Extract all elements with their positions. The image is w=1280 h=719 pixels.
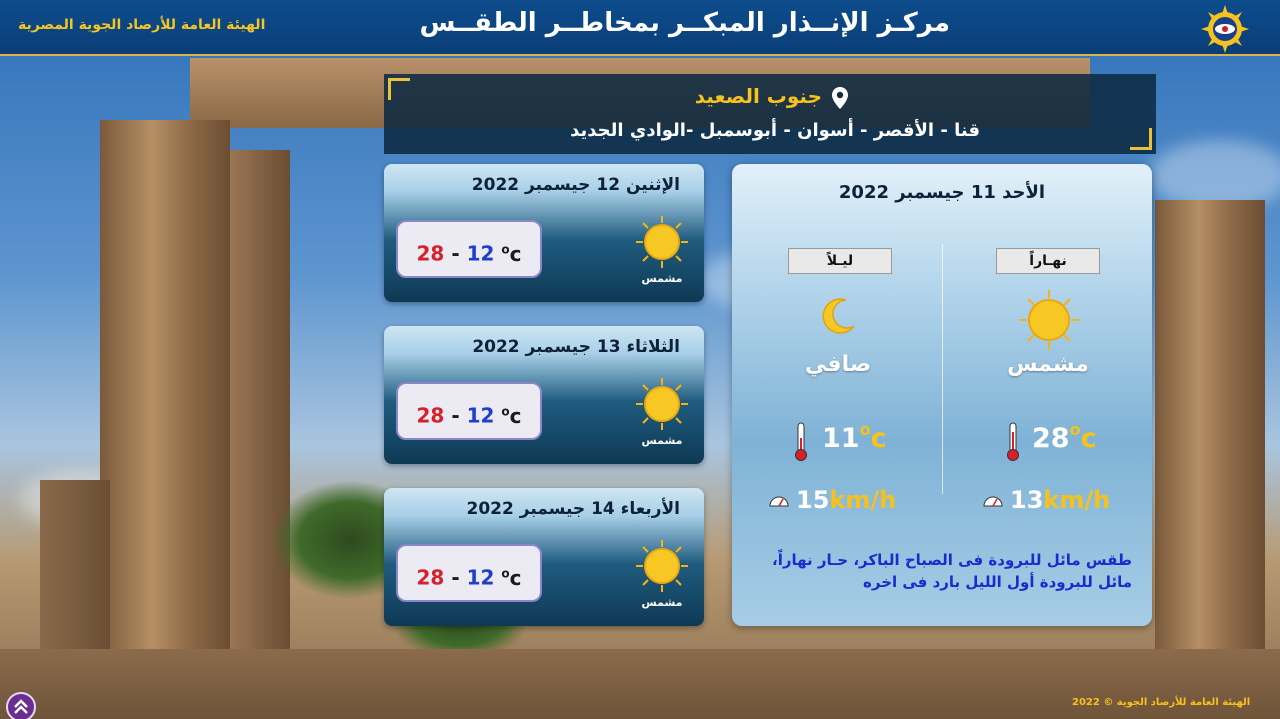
region-name: جنوب الصعيد xyxy=(694,84,822,108)
night-wind-speed: 15km/h xyxy=(796,486,897,514)
organization-name: الهيئة العامة للأرصاد الجوية المصرية xyxy=(18,17,266,33)
sky-condition: مشمس xyxy=(641,596,683,609)
forecast-date: الأربعاء 14 جيسمبر 2022 xyxy=(466,499,681,519)
sun-icon xyxy=(636,378,688,430)
forecast-card: الإثنين 12 جيسمبر 2022 28 - 12 oc مشمس xyxy=(384,164,704,302)
max-temp: 28 xyxy=(416,565,445,590)
temperature-range: 28 - 12 oc xyxy=(396,220,542,278)
nighttime-tag: ليـلاً xyxy=(788,248,892,274)
forecast-date: الإثنين 12 جيسمبر 2022 xyxy=(471,175,680,195)
sky-condition: مشمس xyxy=(641,272,683,285)
min-temp: 12 xyxy=(466,403,495,428)
scroll-top-button[interactable] xyxy=(6,692,36,719)
moon-icon xyxy=(822,298,855,334)
thermometer-icon xyxy=(1007,422,1019,461)
night-condition: صافي xyxy=(804,352,872,377)
temperature-range: 28 - 12 oc xyxy=(396,382,542,440)
sun-icon xyxy=(636,216,688,268)
sky-condition: مشمس xyxy=(641,434,683,447)
double-chevron-up-icon xyxy=(14,699,28,714)
today-date: الأحد 11 جيسمبر 2022 xyxy=(838,182,1046,203)
sun-icon xyxy=(1019,290,1079,350)
min-temp: 12 xyxy=(466,565,495,590)
min-temp: 12 xyxy=(466,241,495,266)
forecast-date: الثلاثاء 13 جيسمبر 2022 xyxy=(472,337,680,357)
temp-unit: oc xyxy=(501,565,522,590)
forecast-card: الأربعاء 14 جيسمبر 2022 28 - 12 oc مشمس xyxy=(384,488,704,626)
corner-decoration xyxy=(1130,128,1152,150)
day-temperature: 28oc xyxy=(1032,420,1097,454)
header-bar: مركـز الإنــذار المبكــر بمخاطــر الطقــ… xyxy=(0,0,1280,56)
night-temperature: 11oc xyxy=(822,420,887,454)
day-wind-speed: 13km/h xyxy=(1010,486,1111,514)
daytime-tag: نهـاراً xyxy=(996,248,1100,274)
page-title: مركـز الإنــذار المبكــر بمخاطــر الطقــ… xyxy=(419,8,950,38)
max-temp: 28 xyxy=(416,241,445,266)
corner-decoration xyxy=(388,78,410,100)
today-forecast-card: الأحد 11 جيسمبر 2022 نهـاراً ليـلاً مشمس… xyxy=(732,164,1152,626)
max-temp: 28 xyxy=(416,403,445,428)
pin-icon xyxy=(832,87,848,109)
ema-logo xyxy=(1201,5,1249,53)
copyright-text: الهيئة العامة للأرصاد الجوية © 2022 xyxy=(1072,697,1251,708)
region-cities: قنا - الأقصر - أسوان - أبوسمبل -الوادي ا… xyxy=(570,120,980,141)
region-banner: جنوب الصعيد قنا - الأقصر - أسوان - أبوسم… xyxy=(384,74,1156,154)
temp-unit: oc xyxy=(501,241,522,266)
temperature-range: 28 - 12 oc xyxy=(396,544,542,602)
weather-description: طقس مائل للبرودة فى الصباح الباكر، حـار … xyxy=(772,551,1132,591)
gauge-icon xyxy=(769,496,789,507)
day-night-divider xyxy=(942,244,943,494)
sun-icon xyxy=(636,540,688,592)
forecast-card: الثلاثاء 13 جيسمبر 2022 28 - 12 oc مشمس xyxy=(384,326,704,464)
gauge-icon xyxy=(983,496,1003,507)
temp-unit: oc xyxy=(501,403,522,428)
day-condition: مشمس xyxy=(1007,352,1089,377)
thermometer-icon xyxy=(795,422,807,461)
